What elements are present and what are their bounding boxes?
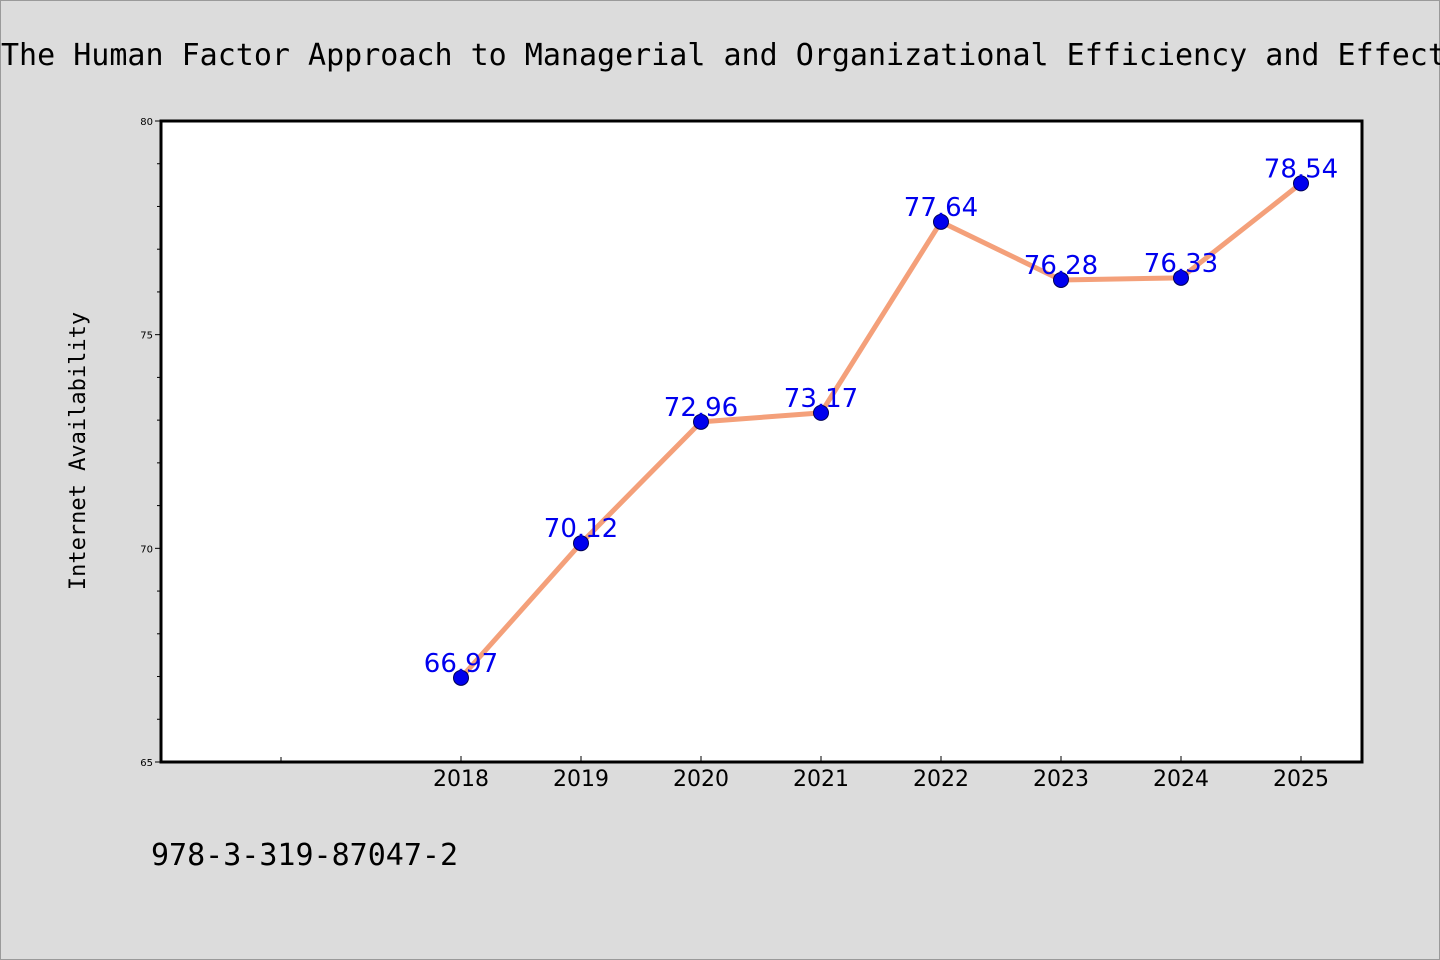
plot-frame [159, 119, 1364, 764]
y-tick-label: 70 [140, 544, 153, 555]
data-point-marker [933, 213, 949, 230]
data-point-marker [1293, 175, 1309, 192]
footer-isbn: 978-3-319-87047-2 [151, 838, 458, 873]
chart-title: The Human Factor Approach to Managerial … [1, 38, 1440, 73]
data-point-label: 76.33 [1144, 249, 1218, 279]
data-point-label: 72.96 [664, 393, 738, 423]
data-markers [453, 175, 1309, 686]
x-tick-label: 2022 [913, 767, 969, 792]
x-tick-label: 2021 [793, 767, 849, 792]
y-tick-label: 75 [140, 331, 153, 342]
x-tick-label: 2019 [553, 767, 609, 792]
data-point-label: 76.28 [1024, 251, 1098, 281]
data-point-label: 77.64 [904, 193, 978, 223]
plot-area [161, 121, 1362, 762]
data-point-label: 70.12 [544, 514, 618, 544]
y-tick-label: 65 [140, 758, 153, 769]
x-tick-label: 2024 [1153, 767, 1209, 792]
y-axis-label: Internet Availability [66, 312, 91, 590]
x-tick-label: 2018 [433, 767, 489, 792]
series-line [458, 180, 1304, 681]
data-point-label: 73.17 [784, 384, 858, 414]
data-point-marker [453, 669, 469, 686]
data-point-marker [813, 404, 829, 421]
y-tick-label: 80 [140, 117, 153, 128]
data-labels: 66.97 70.12 72.96 73.17 77.64 76.28 76.33 78.54 [424, 154, 1338, 678]
data-point-label: 66.97 [424, 649, 498, 679]
x-tick-label: 2025 [1273, 767, 1329, 792]
data-point-marker [1173, 269, 1189, 286]
x-axis-ticks: 2018 2019 2020 2021 2022 2023 2024 2025 [160, 756, 1329, 792]
x-tick-label: 2023 [1033, 767, 1089, 792]
x-tick-label: 2020 [673, 767, 729, 792]
data-point-label: 78.54 [1264, 154, 1338, 184]
data-point-marker [693, 413, 709, 430]
data-point-marker [1053, 271, 1069, 288]
data-point-marker [573, 535, 589, 552]
y-axis-ticks: 65 70 75 80 [140, 117, 161, 769]
